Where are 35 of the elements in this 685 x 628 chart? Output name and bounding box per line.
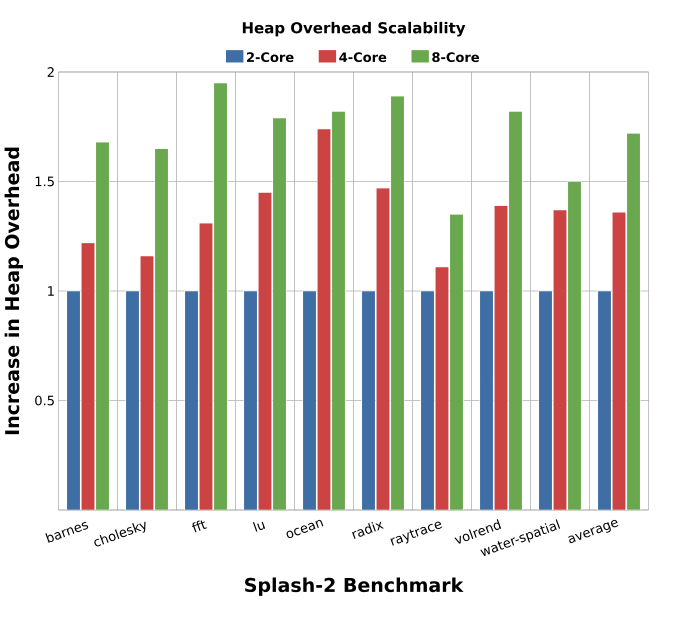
bar bbox=[213, 82, 228, 510]
y-tick-label: 1 bbox=[48, 286, 54, 296]
legend-label: 4-Core bbox=[339, 52, 386, 62]
chart-title: Heap Overhead Scalability bbox=[242, 22, 466, 36]
x-axis-title: Splash-2 Benchmark bbox=[245, 577, 464, 596]
x-tick-label: ocean bbox=[286, 520, 324, 538]
y-tick-label: 0.5 bbox=[35, 396, 54, 406]
y-tick-label: 2 bbox=[48, 67, 54, 77]
bar bbox=[626, 133, 641, 510]
bar bbox=[597, 290, 612, 510]
bar bbox=[95, 142, 110, 510]
y-axis-title: Increase in Heap Overhead bbox=[4, 148, 23, 434]
legend-label: 2-Core bbox=[247, 52, 294, 62]
x-tick-label: barnes bbox=[45, 522, 88, 543]
bar bbox=[302, 290, 317, 510]
bar bbox=[125, 290, 140, 510]
bar bbox=[508, 111, 523, 510]
bar bbox=[331, 111, 346, 510]
bar bbox=[538, 290, 553, 510]
bar bbox=[361, 290, 376, 510]
bar bbox=[567, 181, 582, 510]
x-tick-label: fft bbox=[192, 520, 207, 532]
bar bbox=[449, 214, 464, 510]
legend-label: 8-Core bbox=[432, 52, 479, 62]
bar bbox=[390, 96, 405, 510]
bar bbox=[272, 118, 287, 510]
bar bbox=[184, 290, 199, 510]
y-tick-label: 1.5 bbox=[36, 176, 54, 186]
bar bbox=[420, 290, 435, 510]
bar bbox=[243, 290, 258, 510]
bar bbox=[154, 148, 169, 510]
x-tick-label: lu bbox=[252, 522, 266, 532]
x-tick-label: radix bbox=[352, 522, 384, 539]
bar bbox=[66, 290, 81, 510]
bar bbox=[479, 290, 494, 510]
